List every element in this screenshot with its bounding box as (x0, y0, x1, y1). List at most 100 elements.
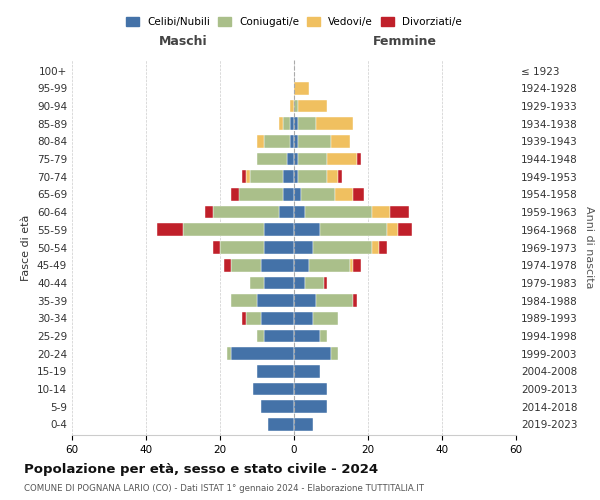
Bar (257, 294, 294, 307)
Bar (294, 135, 298, 147)
Bar (357, 152, 361, 166)
Bar (313, 312, 338, 324)
Bar (294, 400, 328, 413)
Text: COMUNE DI POGNANA LARIO (CO) - Dati ISTAT 1° gennaio 2024 - Elaborazione TUTTITA: COMUNE DI POGNANA LARIO (CO) - Dati ISTA… (24, 484, 424, 493)
Bar (331, 135, 349, 147)
Bar (279, 118, 283, 130)
Bar (220, 241, 265, 254)
Bar (353, 294, 357, 307)
Bar (283, 118, 290, 130)
Bar (290, 118, 294, 130)
Text: Maschi: Maschi (158, 34, 208, 48)
Bar (205, 206, 212, 218)
Bar (231, 348, 294, 360)
Bar (298, 118, 316, 130)
Bar (257, 152, 287, 166)
Bar (290, 135, 294, 147)
Bar (265, 224, 294, 236)
Bar (287, 152, 294, 166)
Bar (320, 330, 328, 342)
Bar (353, 188, 364, 201)
Bar (331, 348, 338, 360)
Bar (294, 241, 313, 254)
Bar (268, 418, 294, 431)
Bar (390, 206, 409, 218)
Bar (294, 348, 331, 360)
Y-axis label: Anni di nascita: Anni di nascita (584, 206, 594, 289)
Bar (294, 382, 328, 396)
Legend: Celibi/Nubili, Coniugati/e, Vedovi/e, Divorziati/e: Celibi/Nubili, Coniugati/e, Vedovi/e, Di… (122, 12, 466, 32)
Bar (294, 206, 305, 218)
Bar (231, 259, 260, 272)
Bar (294, 118, 298, 130)
Text: Popolazione per età, sesso e stato civile - 2024: Popolazione per età, sesso e stato civil… (24, 462, 378, 475)
Bar (335, 188, 353, 201)
Bar (283, 188, 294, 201)
Bar (298, 170, 328, 183)
Bar (372, 206, 390, 218)
Bar (250, 276, 265, 289)
Bar (294, 100, 298, 112)
Bar (265, 276, 294, 289)
Bar (294, 294, 316, 307)
Bar (323, 276, 328, 289)
Bar (298, 135, 331, 147)
Text: Femmine: Femmine (373, 34, 437, 48)
Bar (294, 418, 313, 431)
Bar (279, 206, 294, 218)
Bar (294, 170, 298, 183)
Bar (265, 135, 290, 147)
Bar (294, 330, 320, 342)
Bar (257, 330, 265, 342)
Bar (212, 206, 279, 218)
Bar (250, 170, 283, 183)
Bar (294, 188, 301, 201)
Bar (301, 188, 335, 201)
Bar (386, 224, 398, 236)
Bar (246, 312, 260, 324)
Bar (294, 224, 320, 236)
Bar (265, 330, 294, 342)
Bar (257, 135, 265, 147)
Bar (260, 312, 294, 324)
Bar (290, 100, 294, 112)
Bar (260, 400, 294, 413)
Bar (294, 365, 320, 378)
Bar (242, 312, 246, 324)
Bar (398, 224, 412, 236)
Bar (294, 82, 309, 94)
Y-axis label: Fasce di età: Fasce di età (22, 214, 31, 280)
Bar (305, 206, 372, 218)
Bar (338, 170, 342, 183)
Bar (379, 241, 386, 254)
Bar (238, 188, 283, 201)
Bar (253, 382, 294, 396)
Bar (224, 259, 231, 272)
Bar (183, 224, 265, 236)
Bar (313, 241, 372, 254)
Bar (298, 100, 328, 112)
Bar (257, 365, 294, 378)
Bar (265, 241, 294, 254)
Bar (294, 312, 313, 324)
Bar (298, 152, 328, 166)
Bar (227, 348, 231, 360)
Bar (349, 259, 353, 272)
Bar (328, 170, 338, 183)
Bar (294, 276, 305, 289)
Bar (294, 152, 298, 166)
Bar (242, 170, 246, 183)
Bar (231, 294, 257, 307)
Bar (320, 224, 386, 236)
Bar (353, 259, 361, 272)
Bar (212, 241, 220, 254)
Bar (260, 259, 294, 272)
Bar (309, 259, 349, 272)
Bar (157, 224, 183, 236)
Bar (372, 241, 379, 254)
Bar (316, 118, 353, 130)
Bar (246, 170, 250, 183)
Bar (294, 259, 309, 272)
Bar (328, 152, 357, 166)
Bar (283, 170, 294, 183)
